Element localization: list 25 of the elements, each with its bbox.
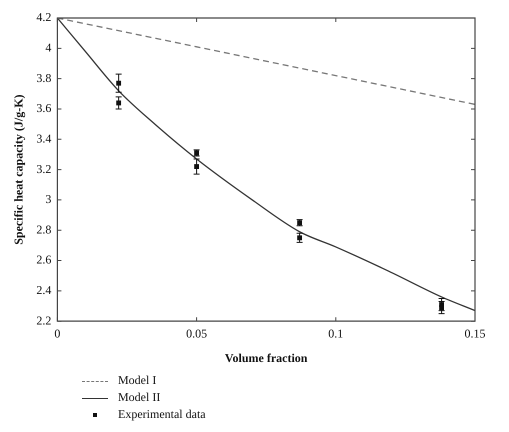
y-tick-label: 4.2 bbox=[36, 10, 52, 24]
y-tick-label: 3 bbox=[45, 192, 52, 206]
x-tick-label: 0.05 bbox=[186, 326, 208, 341]
y-tick-label: 3.4 bbox=[36, 131, 52, 146]
y-tick-label: 4 bbox=[45, 40, 52, 54]
y-tick-label: 3.2 bbox=[36, 162, 52, 176]
x-axis-title: Volume fraction bbox=[224, 350, 308, 365]
y-tick-label: 3.6 bbox=[36, 101, 52, 116]
x-tick-label: 0.15 bbox=[464, 326, 486, 341]
point bbox=[439, 305, 444, 310]
y-tick-label: 2.2 bbox=[36, 313, 52, 328]
point bbox=[116, 100, 122, 106]
y-axis-title: Specific heat capacity (J/g-K) bbox=[11, 94, 26, 245]
line-series bbox=[57, 18, 475, 312]
y-tick-label: 2.4 bbox=[36, 283, 52, 298]
x-tick-label: 0.1 bbox=[328, 326, 344, 341]
line-series bbox=[57, 18, 475, 106]
legend-label: Experimental data bbox=[118, 407, 206, 422]
point bbox=[194, 164, 200, 169]
y-tick-label: 2.8 bbox=[36, 222, 52, 236]
y-tick-label: 2.6 bbox=[36, 252, 52, 267]
legend-label: Model I bbox=[118, 373, 156, 388]
legend-label: Model II bbox=[118, 390, 160, 405]
x-tick-label: 0 bbox=[54, 326, 60, 341]
y-tick-label: 3.8 bbox=[36, 70, 52, 85]
